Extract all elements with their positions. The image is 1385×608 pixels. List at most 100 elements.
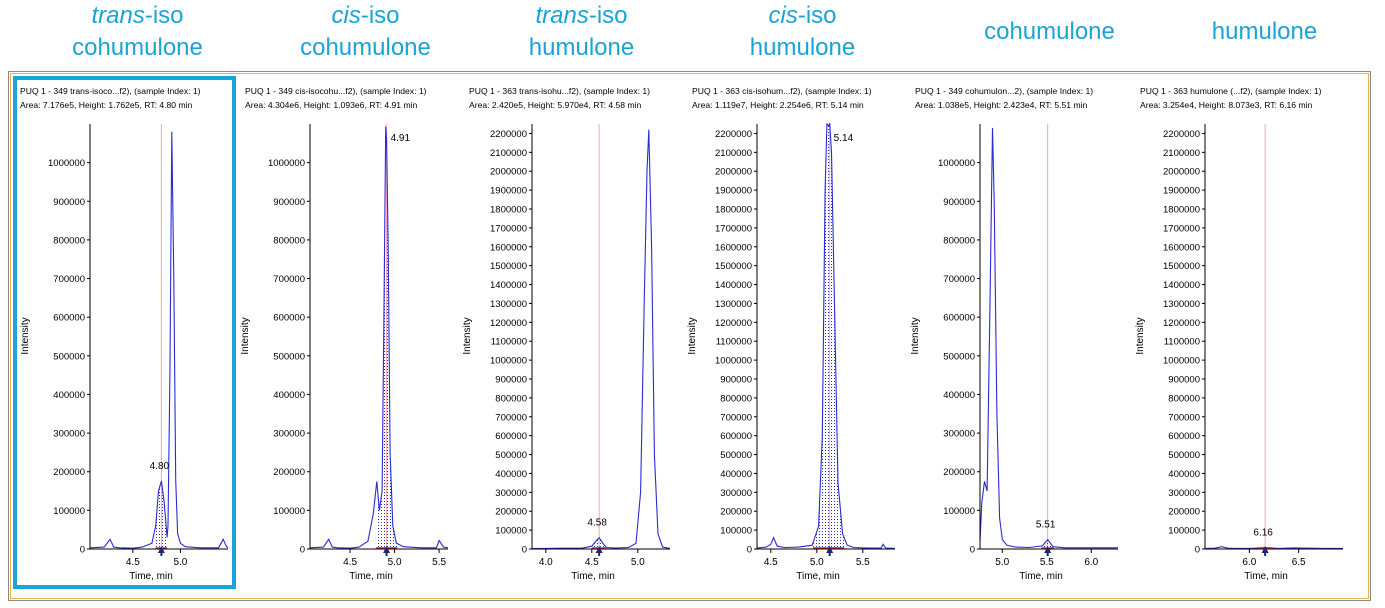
y-tick-label: 200000 xyxy=(943,467,975,478)
y-tick-label: 1100000 xyxy=(491,337,527,348)
y-tick-label: 300000 xyxy=(53,429,85,440)
y-tick-label: 600000 xyxy=(495,431,527,442)
y-tick-label: 700000 xyxy=(943,274,975,285)
x-tick-label: 5.0 xyxy=(388,557,402,568)
rt-arrow-head xyxy=(1261,546,1269,553)
title-compound: humulone xyxy=(528,34,635,61)
x-tick-label: 5.0 xyxy=(995,557,1009,568)
y-tick-label: 100000 xyxy=(53,506,85,517)
rt-label: 4.80 xyxy=(150,461,170,472)
y-tick-label: 0 xyxy=(300,545,305,556)
y-tick-label: 500000 xyxy=(495,450,527,461)
title-compound: cohumulone xyxy=(984,18,1115,45)
chromatogram-panel-4: PUQ 1 - 363 cis-isohum...f2), (sample In… xyxy=(687,86,896,582)
title-compound: humulone xyxy=(749,34,856,61)
y-tick-label: 300000 xyxy=(720,488,752,499)
y-tick-label: 200000 xyxy=(1168,507,1200,518)
title-compound: cohumulone xyxy=(72,34,203,61)
y-tick-label: 1600000 xyxy=(1163,242,1200,253)
y-tick-label: 1500000 xyxy=(490,261,527,272)
y-tick-label: 100000 xyxy=(943,506,975,517)
x-tick-label: 5.5 xyxy=(432,557,446,568)
y-tick-label: 500000 xyxy=(273,351,305,362)
chromatogram-panel-1: PUQ 1 - 349 trans-isoco...f2), (sample I… xyxy=(20,86,229,582)
x-tick-label: 5.0 xyxy=(173,557,187,568)
y-tick-label: 1200000 xyxy=(715,318,752,329)
integrated-area xyxy=(813,123,845,549)
rt-arrow-stem xyxy=(160,552,163,556)
rt-label: 4.91 xyxy=(391,133,411,144)
y-tick-label: 600000 xyxy=(1168,431,1200,442)
y-tick-label: 600000 xyxy=(943,313,975,324)
y-tick-label: 1400000 xyxy=(715,280,752,291)
x-axis-label: Time, min xyxy=(349,571,393,582)
chromatogram-trace xyxy=(309,126,449,549)
integrated-area xyxy=(375,126,398,549)
y-tick-label: 1300000 xyxy=(715,299,752,310)
title-trans-iso-humulone: trans-iso humulone xyxy=(484,0,679,64)
y-tick-label: 2200000 xyxy=(490,129,527,140)
title-prefix-rest: -iso xyxy=(360,2,400,29)
y-tick-label: 500000 xyxy=(1168,450,1200,461)
y-tick-label: 2200000 xyxy=(715,129,752,140)
y-tick-label: 500000 xyxy=(943,351,975,362)
y-tick-label: 1200000 xyxy=(1163,318,1200,329)
panel-header-id: PUQ 1 - 363 cis-isohum...f2), (sample In… xyxy=(692,86,872,96)
y-tick-label: 900000 xyxy=(273,197,305,208)
y-tick-label: 2100000 xyxy=(1163,148,1200,159)
rt-label: 5.14 xyxy=(834,133,854,144)
y-tick-label: 1500000 xyxy=(715,261,752,272)
y-tick-label: 800000 xyxy=(53,235,85,246)
panel-header-stats: Area: 2.420e5, Height: 5.970e4, RT: 4.58… xyxy=(469,100,642,110)
rt-arrow-stem xyxy=(385,552,388,556)
title-prefix-italic: cis xyxy=(768,2,798,29)
chromatogram-panel-6: PUQ 1 - 363 humulone (...f2), (sample In… xyxy=(1135,86,1343,582)
y-tick-label: 400000 xyxy=(720,469,752,480)
y-tick-label: 1000000 xyxy=(48,158,85,169)
y-tick-label: 0 xyxy=(80,545,85,556)
y-tick-label: 1800000 xyxy=(490,205,527,216)
y-tick-label: 900000 xyxy=(720,375,752,386)
x-tick-label: 4.0 xyxy=(539,557,553,568)
y-tick-label: 2100000 xyxy=(715,148,752,159)
rt-arrow-stem xyxy=(828,552,831,556)
y-tick-label: 2100000 xyxy=(490,148,527,159)
y-tick-label: 200000 xyxy=(720,507,752,518)
y-tick-label: 0 xyxy=(1195,545,1200,556)
y-tick-label: 800000 xyxy=(495,393,527,404)
y-tick-label: 1900000 xyxy=(1163,186,1200,197)
rt-arrow-stem xyxy=(1046,552,1049,556)
panel-header-stats: Area: 1.119e7, Height: 2.254e6, RT: 5.14… xyxy=(692,100,864,110)
x-axis-label: Time, min xyxy=(796,571,840,582)
chromatogram-panel-2: PUQ 1 - 349 cis-isocohu...f2), (sample I… xyxy=(240,86,449,582)
y-tick-label: 1100000 xyxy=(716,337,752,348)
chromatogram-panel-3: PUQ 1 - 363 trans-isohu...f2), (sample I… xyxy=(462,86,671,582)
rt-arrow-head xyxy=(595,546,603,553)
x-tick-label: 5.0 xyxy=(810,557,824,568)
panel-header-stats: Area: 7.176e5, Height: 1.762e5, RT: 4.80… xyxy=(20,100,193,110)
y-axis-label: Intensity xyxy=(462,317,473,354)
y-tick-label: 900000 xyxy=(53,197,85,208)
y-tick-label: 400000 xyxy=(53,390,85,401)
y-tick-label: 1600000 xyxy=(715,242,752,253)
x-tick-label: 6.0 xyxy=(1242,557,1256,568)
y-tick-label: 100000 xyxy=(1168,526,1200,537)
title-prefix-italic: trans xyxy=(91,2,145,29)
y-tick-label: 200000 xyxy=(273,467,305,478)
x-axis-label: Time, min xyxy=(129,571,173,582)
panel-header-id: PUQ 1 - 363 humulone (...f2), (sample In… xyxy=(1140,86,1322,96)
y-tick-label: 200000 xyxy=(53,467,85,478)
y-tick-label: 2200000 xyxy=(1163,129,1200,140)
y-tick-label: 600000 xyxy=(720,431,752,442)
title-compound: cohumulone xyxy=(300,34,431,61)
y-tick-label: 1600000 xyxy=(490,242,527,253)
y-tick-label: 400000 xyxy=(1168,469,1200,480)
y-axis-label: Intensity xyxy=(910,317,921,354)
y-tick-label: 1900000 xyxy=(715,186,752,197)
y-tick-label: 500000 xyxy=(720,450,752,461)
y-tick-label: 800000 xyxy=(1168,393,1200,404)
y-tick-label: 700000 xyxy=(1168,412,1200,423)
rt-arrow-head xyxy=(383,546,391,553)
y-tick-label: 100000 xyxy=(495,526,527,537)
y-tick-label: 300000 xyxy=(273,429,305,440)
